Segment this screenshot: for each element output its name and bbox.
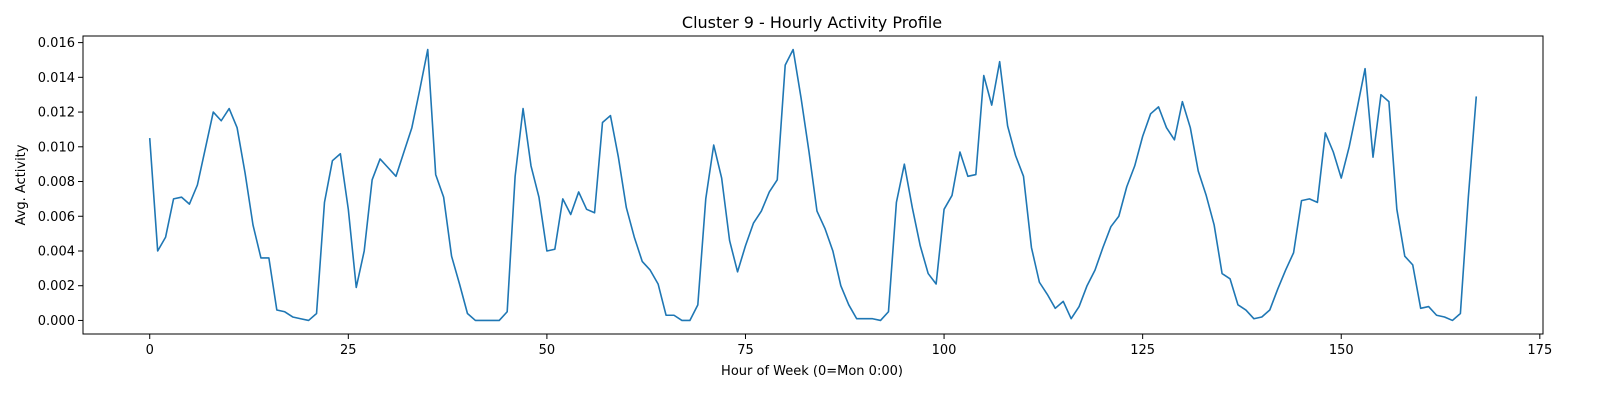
x-tick-label: 0	[146, 343, 154, 358]
y-tick-label: 0.006	[38, 210, 75, 225]
y-tick-label: 0.016	[38, 36, 75, 51]
x-tick-label: 175	[1527, 343, 1552, 358]
x-tick-label: 100	[932, 343, 957, 358]
x-tick-label: 150	[1329, 343, 1354, 358]
y-tick-label: 0.012	[38, 106, 75, 121]
x-tick-label: 25	[340, 343, 357, 358]
chart-title: Cluster 9 - Hourly Activity Profile	[682, 13, 942, 32]
x-axis-label: Hour of Week (0=Mon 0:00)	[721, 364, 903, 379]
series-line	[148, 48, 1478, 322]
y-tick-label: 0.010	[38, 140, 75, 155]
y-tick-label: 0.000	[38, 314, 75, 329]
x-tick-label: 50	[539, 343, 556, 358]
y-axis: 0.000 0.002 0.004 0.006 0.008 0.010 0.012 0.014…	[38, 36, 83, 329]
y-tick-label: 0.008	[38, 175, 75, 190]
plot-frame	[82, 35, 1544, 335]
y-tick-label: 0.002	[38, 279, 75, 294]
y-axis-label: Avg. Activity	[14, 144, 29, 225]
x-tick-label: 125	[1130, 343, 1155, 358]
y-tick-label: 0.004	[38, 244, 75, 259]
plot-area	[82, 35, 1544, 335]
y-tick-label: 0.014	[38, 71, 75, 86]
x-tick-label: 75	[737, 343, 754, 358]
x-axis: 0 25 50 75 100 125 150 175	[146, 334, 1552, 358]
